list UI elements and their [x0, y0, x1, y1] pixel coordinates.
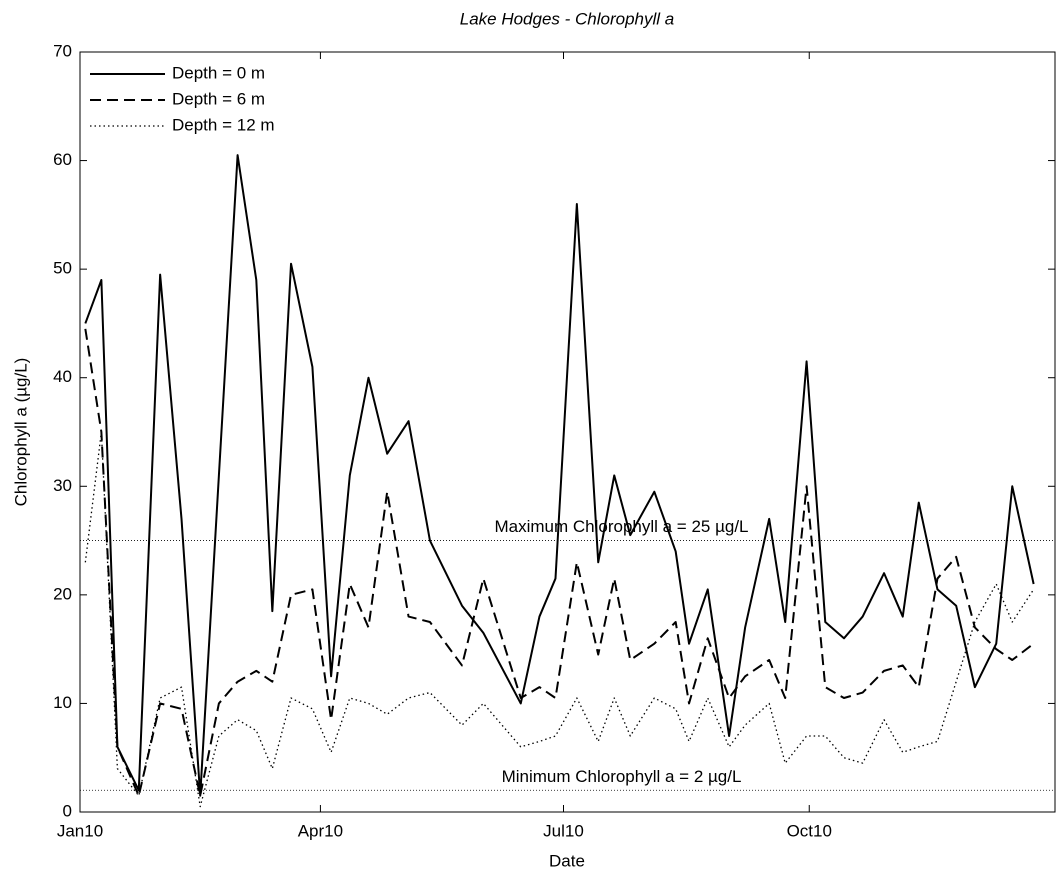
- y-tick-label: 60: [53, 150, 72, 169]
- y-tick-label: 30: [53, 476, 72, 495]
- x-axis-label: Date: [549, 851, 585, 870]
- y-axis-label: Chlorophyll a (µg/L): [11, 358, 30, 507]
- x-tick-label: Jan10: [57, 821, 103, 840]
- y-tick-label: 70: [53, 41, 72, 60]
- legend-label: Depth = 12 m: [172, 115, 275, 134]
- x-tick-label: Jul10: [543, 821, 584, 840]
- y-tick-label: 0: [63, 801, 72, 820]
- y-tick-label: 20: [53, 584, 72, 603]
- legend-label: Depth = 6 m: [172, 89, 265, 108]
- reference-label: Maximum Chlorophyll a = 25 µg/L: [494, 517, 748, 536]
- y-tick-label: 40: [53, 367, 72, 386]
- data-line: [84, 328, 1035, 797]
- chart-title: Lake Hodges - Chlorophyll a: [460, 9, 675, 28]
- data-line: [84, 154, 1035, 797]
- x-tick-label: Oct10: [787, 821, 832, 840]
- legend-label: Depth = 0 m: [172, 63, 265, 82]
- x-tick-label: Apr10: [298, 821, 343, 840]
- y-tick-label: 10: [53, 693, 72, 712]
- plot-frame: [79, 51, 1056, 813]
- data-line: [84, 431, 1035, 808]
- y-tick-label: 50: [53, 259, 72, 278]
- reference-label: Minimum Chlorophyll a = 2 µg/L: [502, 767, 742, 786]
